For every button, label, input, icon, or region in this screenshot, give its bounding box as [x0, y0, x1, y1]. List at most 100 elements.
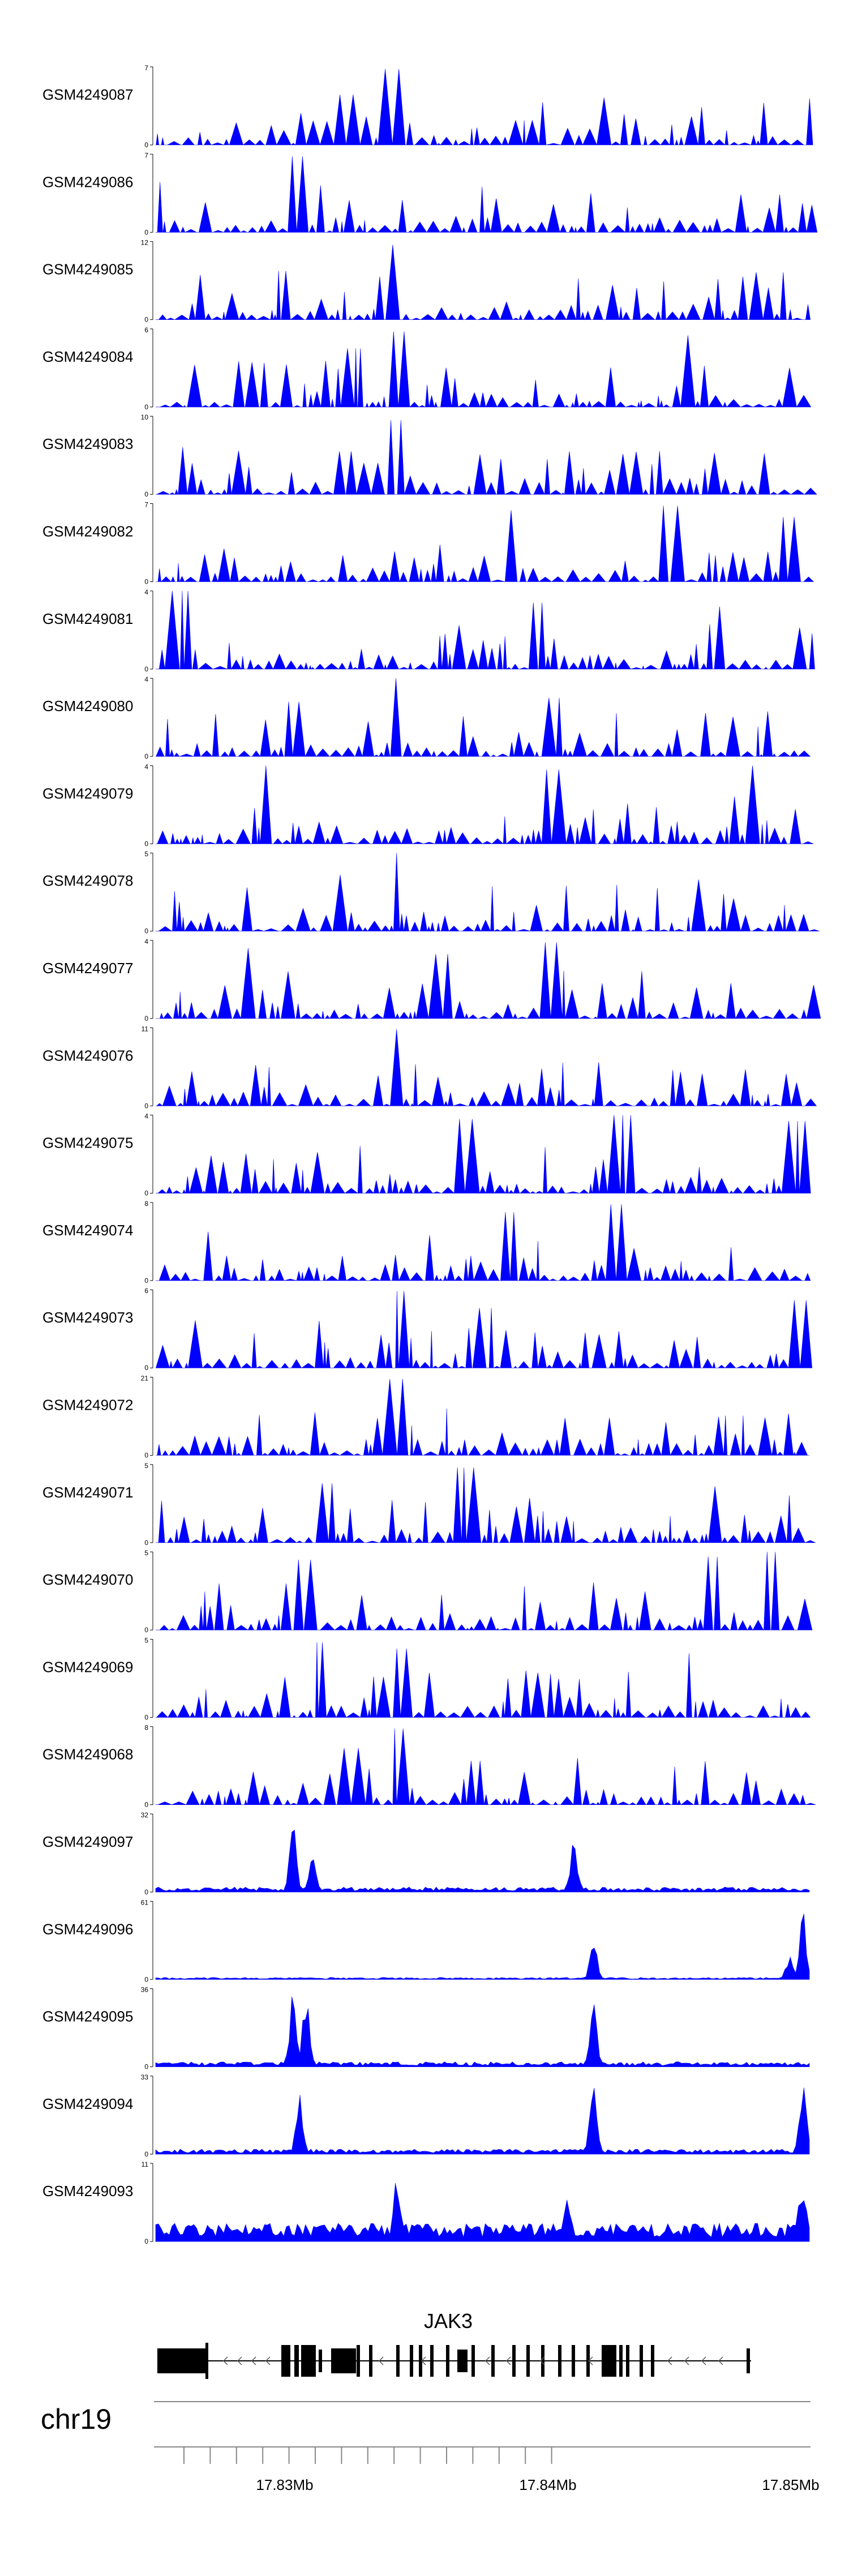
- exon-block: [331, 2348, 356, 2373]
- y-zero-label: 0: [144, 578, 148, 586]
- track-gsm4249074: GSM4249074 8 0: [42, 1200, 811, 1285]
- track-gsm4249085: GSM4249085 12 0: [42, 239, 811, 324]
- track-label: GSM4249087: [42, 86, 133, 103]
- strand-chevron: [667, 2356, 672, 2365]
- y-max-label: 7: [144, 151, 148, 159]
- y-max-label: 5: [144, 1549, 148, 1557]
- track-gsm4249069: GSM4249069 5 0: [42, 1636, 811, 1721]
- track-label: GSM4249096: [42, 1920, 133, 1937]
- exon-block: [747, 2348, 750, 2373]
- x-tick-label-1783: 17.83Mb: [256, 2476, 313, 2493]
- coverage-area: [156, 1728, 816, 1805]
- exon-block: [357, 2345, 360, 2377]
- exon-block: [319, 2350, 322, 2372]
- track-label: GSM4249094: [42, 2095, 133, 2112]
- exon-block: [294, 2345, 299, 2377]
- coverage-area: [156, 678, 811, 758]
- strand-chevron: [484, 2356, 490, 2365]
- track-label: GSM4249076: [42, 1047, 133, 1064]
- track-gsm4249070: GSM4249070 5 0: [42, 1549, 813, 1634]
- strand-chevron: [539, 2356, 545, 2365]
- exon-block: [205, 2343, 208, 2379]
- track-gsm4249083: GSM4249083 10 0: [42, 413, 817, 498]
- y-max-label: 4: [144, 763, 148, 771]
- y-max-label: 33: [141, 2073, 149, 2081]
- track-gsm4249076: GSM4249076 11 0: [42, 1025, 817, 1110]
- track-label: GSM4249075: [42, 1135, 133, 1152]
- genomic-axis: chr19 17.83Mb 17.84Mb 17.85Mb: [41, 2401, 820, 2493]
- track-label: GSM4249080: [42, 698, 133, 714]
- track-label: GSM4249074: [42, 1222, 133, 1239]
- y-max-label: 11: [142, 1025, 149, 1033]
- strand-chevron: [505, 2356, 511, 2365]
- y-zero-label: 0: [144, 1801, 148, 1809]
- track-gsm4249068: GSM4249068 8 0: [42, 1724, 816, 1809]
- y-zero-label: 0: [144, 141, 148, 149]
- exon-block: [419, 2345, 422, 2377]
- y-max-label: 8: [144, 1724, 148, 1732]
- y-max-label: 12: [141, 239, 149, 247]
- y-max-label: 10: [141, 413, 149, 421]
- track-gsm4249072: GSM4249072 21 0: [42, 1375, 809, 1460]
- coverage-area: [156, 942, 821, 1020]
- coverage-area: [156, 506, 814, 583]
- track-gsm4249075: GSM4249075 4 0: [42, 1112, 811, 1197]
- exon-block: [491, 2345, 495, 2377]
- coverage-area: [156, 1029, 817, 1107]
- y-zero-label: 0: [144, 1452, 148, 1460]
- track-gsm4249079: GSM4249079 4 0: [42, 763, 814, 848]
- track-label: GSM4249093: [42, 2183, 133, 2200]
- y-max-label: 4: [144, 1112, 148, 1120]
- exon-block: [541, 2345, 544, 2377]
- strand-chevron: [378, 2356, 384, 2365]
- track-gsm4249096: GSM4249096 61 0: [42, 1898, 810, 1983]
- coverage-area: [156, 853, 820, 932]
- track-gsm4249084: GSM4249084 6 0: [42, 326, 812, 411]
- coverage-area: [156, 331, 812, 408]
- y-zero-label: 0: [144, 228, 148, 236]
- y-zero-label: 0: [144, 665, 148, 673]
- track-gsm4249080: GSM4249080 4 0: [42, 675, 811, 760]
- coverage-area: [156, 1467, 816, 1543]
- y-zero-label: 0: [144, 1713, 148, 1721]
- track-label: GSM4249097: [42, 1833, 133, 1850]
- track-label: GSM4249071: [42, 1484, 133, 1501]
- y-max-label: 6: [144, 326, 148, 334]
- strand-chevron: [718, 2356, 723, 2365]
- track-label: GSM4249077: [42, 960, 133, 977]
- coverage-area: [156, 420, 817, 495]
- track-gsm4249082: GSM4249082 7 0: [42, 501, 814, 586]
- exon-block: [512, 2345, 516, 2377]
- track-label: GSM4249078: [42, 872, 133, 889]
- y-zero-label: 0: [144, 1277, 148, 1285]
- y-zero-label: 0: [144, 1189, 148, 1197]
- y-max-label: 11: [142, 2160, 149, 2168]
- track-label: GSM4249086: [42, 173, 133, 190]
- coverage-area: [156, 1291, 813, 1369]
- y-max-label: 5: [144, 850, 148, 858]
- y-max-label: 5: [144, 1462, 148, 1470]
- track-gsm4249077: GSM4249077 4 0: [42, 938, 821, 1022]
- y-zero-label: 0: [144, 752, 148, 760]
- y-zero-label: 0: [144, 2150, 148, 2158]
- coverage-area: [156, 245, 811, 320]
- coverage-area: [155, 1914, 810, 1980]
- track-gsm4249073: GSM4249073 6 0: [42, 1287, 813, 1372]
- y-max-label: 7: [144, 64, 148, 72]
- strand-chevron: [251, 2356, 256, 2365]
- y-zero-label: 0: [144, 1364, 148, 1372]
- y-zero-label: 0: [144, 840, 148, 848]
- coverage-area: [156, 1204, 811, 1282]
- y-zero-label: 0: [144, 490, 148, 498]
- coverage-area: [156, 765, 814, 845]
- exon-block: [281, 2345, 290, 2377]
- y-max-label: 32: [141, 1811, 149, 1819]
- track-label: GSM4249083: [42, 435, 133, 452]
- coverage-tracks: GSM424908770GSM424908670GSM4249085120GSM…: [42, 64, 821, 2245]
- y-zero-label: 0: [144, 2063, 148, 2071]
- y-zero-label: 0: [144, 1888, 148, 1896]
- exon-block: [396, 2345, 400, 2377]
- exon-block: [558, 2345, 561, 2377]
- coverage-area: [155, 2087, 810, 2155]
